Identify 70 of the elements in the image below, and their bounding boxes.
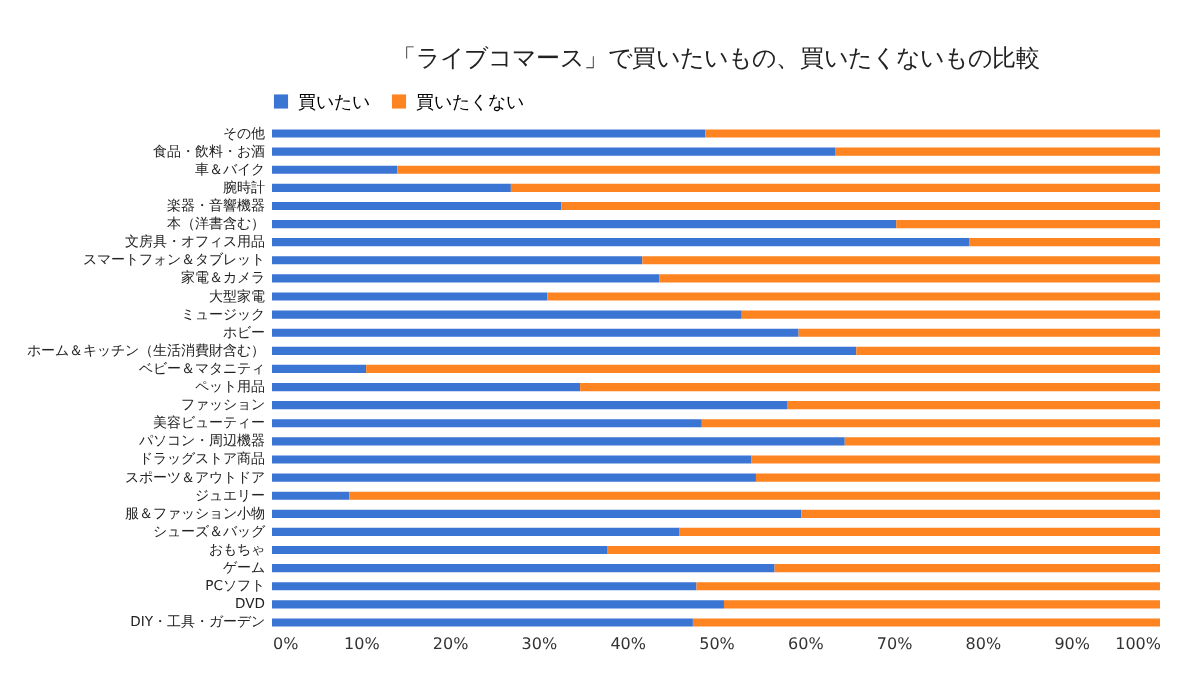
bar xyxy=(969,238,1160,247)
x-tick-label: 10% xyxy=(344,635,381,653)
bar xyxy=(798,328,1160,337)
bar xyxy=(856,346,1160,355)
bar xyxy=(272,219,897,229)
bar xyxy=(272,147,835,156)
x-tick-label: 90% xyxy=(1054,635,1091,653)
chart-title: 「ライブコマース」で買いたいもの、買いたくないもの比較 xyxy=(392,44,1040,72)
bar xyxy=(272,437,845,446)
bar xyxy=(272,473,756,482)
bar xyxy=(510,183,1160,192)
bar xyxy=(272,364,367,374)
bar xyxy=(547,292,1160,301)
bar xyxy=(834,147,1160,156)
bar xyxy=(272,183,511,192)
x-tick-label: 30% xyxy=(521,635,558,653)
bar xyxy=(272,256,643,265)
bar xyxy=(801,509,1160,518)
bar xyxy=(366,364,1160,374)
bar xyxy=(272,564,775,573)
bar xyxy=(774,564,1160,573)
bar xyxy=(272,509,802,518)
x-tick-label: 40% xyxy=(610,635,647,653)
x-tick-label: 50% xyxy=(699,635,736,653)
bar xyxy=(642,256,1160,265)
bar xyxy=(272,165,398,174)
bar xyxy=(272,129,706,138)
bar xyxy=(561,201,1160,211)
bar xyxy=(896,219,1160,229)
bar xyxy=(723,600,1160,609)
x-tick-label: 60% xyxy=(788,635,825,653)
legend-label: 買いたい xyxy=(298,93,370,114)
bar xyxy=(607,545,1160,555)
bar xyxy=(755,473,1160,482)
x-tick-label: 20% xyxy=(432,635,470,653)
bar xyxy=(751,455,1160,464)
bar xyxy=(272,346,857,355)
bar xyxy=(272,328,799,337)
x-tick-label: 0% xyxy=(273,635,300,653)
bar xyxy=(272,401,788,410)
legend-label: 買いたくない xyxy=(416,93,524,114)
bar xyxy=(692,618,1160,627)
bar xyxy=(349,491,1160,500)
bar xyxy=(787,401,1160,410)
bar xyxy=(659,274,1160,283)
bar xyxy=(272,582,697,591)
bar xyxy=(272,527,680,537)
bar xyxy=(272,491,350,500)
bar xyxy=(272,618,693,627)
bar xyxy=(272,310,742,319)
bar xyxy=(397,165,1160,174)
bar xyxy=(272,419,702,428)
bar xyxy=(272,292,548,301)
bar xyxy=(272,238,970,247)
x-tick-label: 70% xyxy=(876,635,914,653)
bar xyxy=(580,382,1160,392)
bar xyxy=(272,382,581,392)
bar xyxy=(705,129,1160,138)
bar xyxy=(696,582,1160,591)
bar xyxy=(272,274,660,283)
bar xyxy=(272,455,752,464)
bar xyxy=(272,201,562,211)
bar xyxy=(701,419,1160,428)
bar xyxy=(272,600,724,609)
bar xyxy=(741,310,1160,319)
x-tick-label: 80% xyxy=(965,635,1002,653)
x-tick-label: 100% xyxy=(1115,635,1162,653)
bar xyxy=(679,527,1160,537)
bar xyxy=(844,437,1160,446)
bar xyxy=(272,545,608,555)
